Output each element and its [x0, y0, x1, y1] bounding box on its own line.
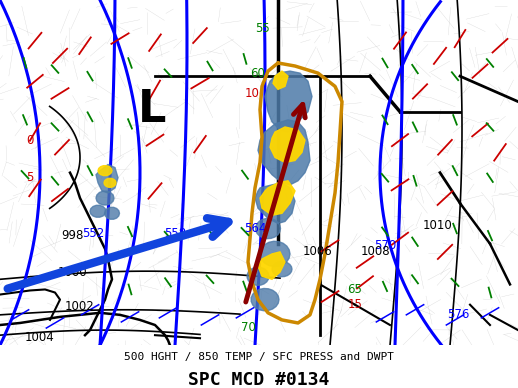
- Text: 558: 558: [164, 227, 186, 240]
- Text: 5: 5: [26, 171, 34, 184]
- Polygon shape: [260, 241, 290, 267]
- Text: 576: 576: [447, 308, 469, 321]
- Text: 10: 10: [244, 87, 260, 100]
- Text: 564: 564: [244, 222, 266, 235]
- Polygon shape: [256, 218, 281, 239]
- Text: SPC MCD #0134: SPC MCD #0134: [189, 371, 329, 388]
- Text: 0: 0: [26, 133, 34, 147]
- Polygon shape: [105, 207, 120, 219]
- Polygon shape: [270, 127, 305, 163]
- Polygon shape: [265, 71, 312, 132]
- Text: 998: 998: [61, 229, 83, 242]
- Text: L: L: [138, 88, 166, 131]
- Text: 1004: 1004: [25, 331, 55, 344]
- Polygon shape: [251, 289, 279, 311]
- Polygon shape: [90, 205, 106, 217]
- Text: 1006: 1006: [303, 245, 333, 258]
- Text: 15: 15: [348, 298, 363, 311]
- Polygon shape: [104, 178, 116, 187]
- Text: 70: 70: [240, 320, 255, 334]
- Polygon shape: [247, 267, 269, 285]
- Text: 552: 552: [82, 227, 104, 240]
- Polygon shape: [272, 262, 292, 277]
- Text: 1000: 1000: [57, 266, 87, 279]
- Polygon shape: [273, 71, 288, 89]
- Polygon shape: [258, 120, 310, 185]
- Polygon shape: [98, 166, 112, 176]
- Text: 500 HGHT / 850 TEMP / SFC PRESS and DWPT: 500 HGHT / 850 TEMP / SFC PRESS and DWPT: [124, 352, 394, 362]
- Text: 1008: 1008: [360, 245, 390, 258]
- Polygon shape: [258, 252, 285, 279]
- Polygon shape: [255, 183, 295, 223]
- Text: 65: 65: [348, 283, 363, 296]
- Text: 570: 570: [374, 239, 396, 252]
- Text: 1010: 1010: [423, 219, 453, 232]
- Polygon shape: [96, 191, 114, 205]
- Text: 1002: 1002: [65, 300, 95, 313]
- Polygon shape: [96, 165, 118, 193]
- Polygon shape: [260, 181, 295, 215]
- Text: 60: 60: [251, 67, 265, 80]
- Text: 55: 55: [255, 22, 269, 35]
